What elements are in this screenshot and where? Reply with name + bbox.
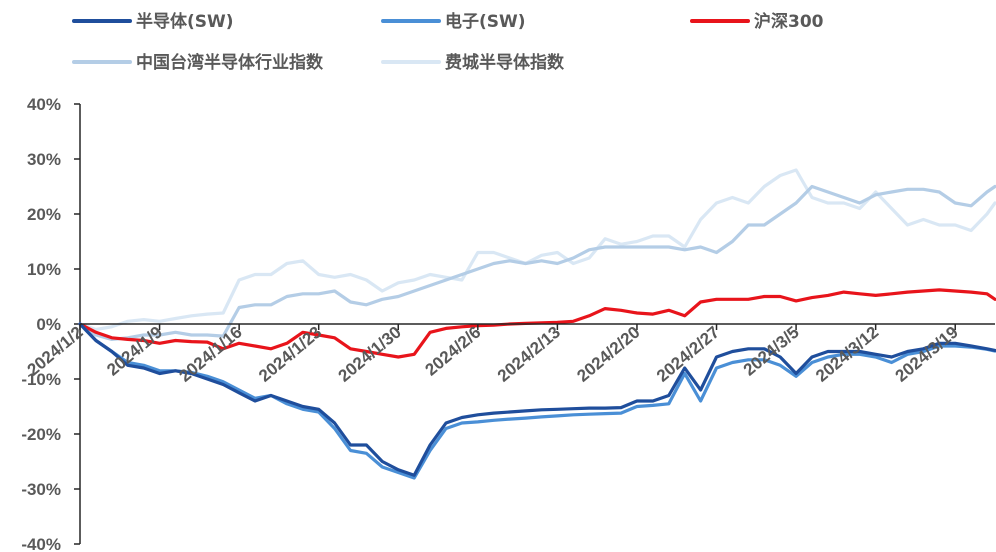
y-tick-label: 20% <box>27 205 61 224</box>
legend-label: 半导体(SW) <box>136 11 234 32</box>
legend: 半导体(SW) 电子(SW) 沪深300 中国台湾半导体行业指数 费城半导体指数 <box>72 11 824 73</box>
series-line-2 <box>78 288 996 359</box>
series-line-4 <box>78 168 996 332</box>
series-line-3 <box>78 184 996 341</box>
legend-label: 中国台湾半导体行业指数 <box>136 52 324 73</box>
x-tick-label: 2024/1/30 <box>335 323 405 386</box>
legend-label: 电子(SW) <box>445 11 526 32</box>
x-tick-label: 2024/2/20 <box>573 323 643 386</box>
x-tick-label: 2024/2/13 <box>494 323 564 386</box>
y-tick-label: 30% <box>27 150 61 169</box>
y-tick-label: -10% <box>21 370 61 389</box>
y-tick-label: -20% <box>21 425 61 444</box>
y-tick-label: 40% <box>27 95 61 114</box>
legend-label: 费城半导体指数 <box>445 52 565 73</box>
y-axis: 40% 30% 20% 10% 0% -10% -20% -30% -40% <box>21 95 81 552</box>
x-tick-label: 2024/1/23 <box>255 323 325 386</box>
y-tick-label: 0% <box>36 315 61 334</box>
y-tick-label: 10% <box>27 260 61 279</box>
series-line-0 <box>78 322 996 477</box>
series-line-1 <box>78 322 996 480</box>
legend-label: 沪深300 <box>754 11 824 32</box>
series-layer <box>78 168 996 480</box>
y-tick-label: -30% <box>21 480 61 499</box>
y-tick-label: -40% <box>21 535 61 552</box>
